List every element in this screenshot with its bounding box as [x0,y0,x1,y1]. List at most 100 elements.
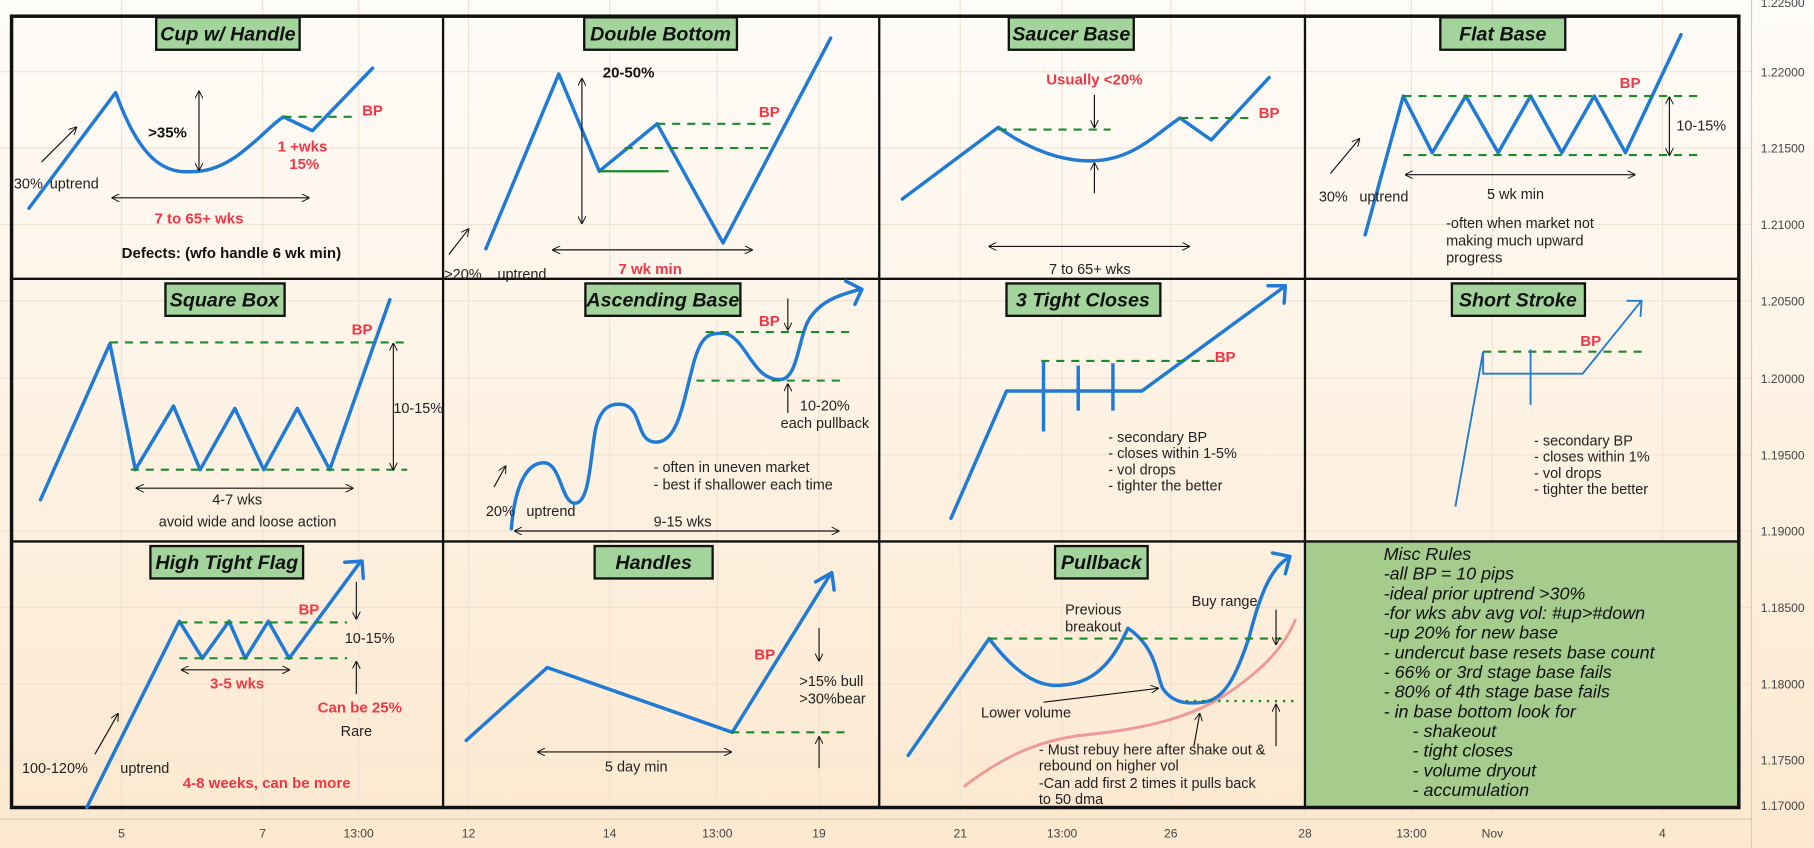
panel-pullback: Pullback Previous breakout Buy range Low… [906,544,1298,808]
rule: - in base bottom look for [1384,701,1577,721]
uptrend-arrow [1329,139,1359,174]
bull-label: >15% bull [799,674,863,690]
price-label: 1.20500 [1761,294,1805,308]
panel-title: Short Stroke [1459,290,1577,312]
bp-label: BP [1215,349,1236,366]
lower-volume-label: Lower volume [981,705,1071,721]
note: - best if shallower each time [654,477,833,493]
depth-label: Usually <20% [1046,71,1142,88]
price-label: 1.20000 [1761,372,1805,386]
note: - tighter the better [1108,479,1222,495]
duration-label: 7 to 65+ wks [155,210,244,227]
note: - closes within 1% [1534,450,1650,466]
title-box [1053,544,1149,580]
uptrend-arrow [448,229,469,255]
time-label: 13:00 [702,827,733,841]
price-label: 1.18500 [1761,601,1805,615]
time-axis[interactable]: 5 7 13:00 12 14 13:00 19 21 13:00 26 28 … [118,827,1666,841]
bear-label: >30%bear [799,691,865,707]
duration-label: 7 to 65+ wks [1049,262,1131,278]
title-box [164,282,286,317]
note: progress [1446,251,1502,267]
uptrend-pct: 30% [1319,189,1348,205]
rule: -for wks abv avg vol: #up>#down [1384,603,1646,623]
panel-title: High Tight Flag [155,552,298,574]
bp-label: BP [759,104,780,121]
duration-label: 5 day min [605,760,668,776]
note: - Must rebuy here after shake out & [1039,742,1266,758]
panel-flat-base: Flat Base BP 10-15% 30% uptrend 5 wk min… [1319,16,1726,267]
price-line [27,66,375,210]
title-box [1450,282,1587,317]
bp-label: BP [1259,105,1280,122]
title-box [1005,282,1162,317]
uptrend-pct: 100-120% [22,761,88,777]
note: -often when market not [1446,216,1594,232]
time-label: 19 [812,827,826,841]
misc-rules: Misc Rules -all BP = 10 pips -ideal prio… [1384,544,1656,800]
lower-volume-arrow [1043,688,1159,703]
price-label: 1.18000 [1761,677,1805,691]
ma-arrow [1193,714,1200,747]
panel-title: Cup w/ Handle [160,23,295,45]
time-label: 21 [953,827,967,841]
pullback-label: each pullback [781,416,870,432]
price-line [1454,299,1643,507]
rule: -up 20% for new base [1384,623,1558,643]
price-label: 1.17000 [1761,799,1805,813]
uptrend-pct: 20% [486,504,515,520]
time-label: Nov [1482,827,1504,841]
close-ticks [1041,360,1115,432]
price-label: 1.19000 [1761,525,1805,539]
sub-rule: - accumulation [1413,780,1530,800]
depth-label: 10-15% [393,401,443,417]
price-line [949,284,1288,521]
bp-label: BP [1580,333,1601,350]
note: - secondary BP [1534,433,1633,449]
rule: - 80% of 4th stage base fails [1384,682,1610,702]
price-label: 1.17500 [1761,754,1805,768]
previous-breakout-label: breakout [1065,620,1121,636]
depth-label: 10-15% [345,631,395,647]
depth-label: >35% [148,125,187,142]
price-label: 1.22500 [1761,0,1805,10]
bp-label: BP [352,321,373,338]
panel-cup-with-handle: Cup w/ Handle BP >35% 1 +wks 15% 30% upt… [14,16,383,262]
note: making much upward [1446,233,1583,249]
time-label: 5 [118,827,125,841]
title-box [155,16,301,51]
panel-ascending-base: Ascending Base BP 10-20% each pullback -… [486,279,870,531]
time-label: 13:00 [1047,827,1078,841]
duration-label: 5 wk min [1487,187,1544,203]
bp-label: BP [759,313,780,330]
price-line [38,297,392,502]
pullback-label: 10-20% [800,399,850,415]
rule: -ideal prior uptrend >30% [1384,583,1586,603]
note: avoid wide and loose action [159,514,337,530]
note: - tighter the better [1534,482,1648,498]
note: rebound on higher vol [1039,758,1179,774]
bp-label: BP [298,601,319,618]
panel-title: Ascending Base [585,290,739,312]
duration-label: 3-5 wks [210,675,264,692]
note: to 50 dma [1039,792,1104,808]
panel-title: Square Box [170,290,280,312]
note: - often in uneven market [654,460,810,476]
panel-3-tight-closes: 3 Tight Closes BP - secondary BP - close… [949,282,1288,521]
duration-label: 4-7 wks [212,492,262,508]
panel-double-bottom: Double Bottom 20-50% BP >20% uptrend 7 w… [444,16,833,283]
panel-title: 3 Tight Closes [1016,290,1150,312]
handle-label: 1 +wks [278,139,328,156]
price-line [900,75,1271,201]
uptrend-label: uptrend [1359,189,1408,205]
misc-title: Misc Rules [1384,544,1472,564]
price-label: 1.21000 [1761,218,1805,232]
price-line [906,551,1292,758]
note: - vol drops [1108,462,1175,478]
panel-title: Pullback [1061,552,1143,574]
time-label: 7 [259,827,266,841]
price-line [85,559,365,810]
price-line [1363,32,1683,237]
price-axis[interactable]: 1.22500 1.22000 1.21500 1.21000 1.20500 … [1761,0,1805,813]
panel-saucer-base: Saucer Base BP Usually <20% 7 to 65+ wks [900,16,1280,278]
